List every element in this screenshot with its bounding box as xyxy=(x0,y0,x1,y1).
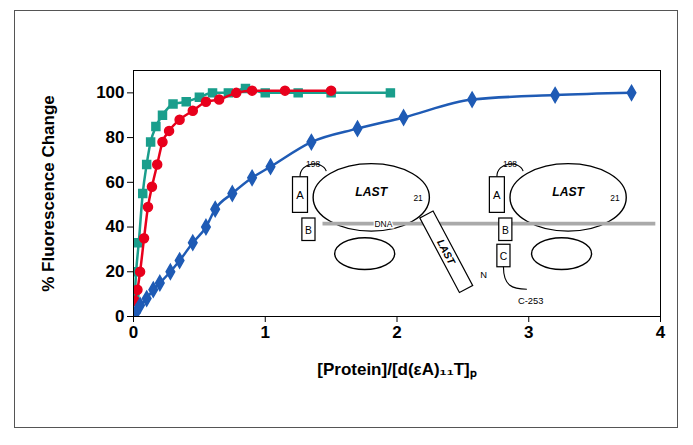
svg-text:60: 60 xyxy=(106,173,125,192)
svg-text:B: B xyxy=(305,225,312,236)
svg-text:20: 20 xyxy=(106,262,125,281)
svg-text:2: 2 xyxy=(392,323,401,342)
svg-text:0: 0 xyxy=(129,323,138,342)
svg-text:40: 40 xyxy=(106,217,125,236)
svg-text:C: C xyxy=(500,251,508,262)
svg-text:21: 21 xyxy=(610,193,620,203)
svg-text:N: N xyxy=(480,270,487,280)
svg-text:80: 80 xyxy=(106,128,125,147)
svg-text:21: 21 xyxy=(413,193,423,203)
svg-text:198: 198 xyxy=(306,159,320,169)
svg-text:4: 4 xyxy=(656,323,666,342)
svg-text:% Fluorescence Change: % Fluorescence Change xyxy=(39,95,58,292)
svg-text:[Protein]/[d(εA)₁₁T]ₚ: [Protein]/[d(εA)₁₁T]ₚ xyxy=(317,360,476,380)
svg-text:LAST: LAST xyxy=(355,185,388,199)
svg-text:100: 100 xyxy=(96,83,124,102)
svg-text:A: A xyxy=(296,189,304,201)
svg-text:A: A xyxy=(493,189,501,201)
svg-text:LAST: LAST xyxy=(552,185,585,199)
svg-text:0: 0 xyxy=(115,307,124,326)
svg-text:DNA: DNA xyxy=(375,219,393,229)
svg-text:C-253: C-253 xyxy=(518,296,544,306)
svg-text:3: 3 xyxy=(524,323,533,342)
svg-text:LAST: LAST xyxy=(435,237,458,267)
svg-text:198: 198 xyxy=(503,159,517,169)
svg-text:B: B xyxy=(502,225,509,236)
svg-text:1: 1 xyxy=(261,323,270,342)
